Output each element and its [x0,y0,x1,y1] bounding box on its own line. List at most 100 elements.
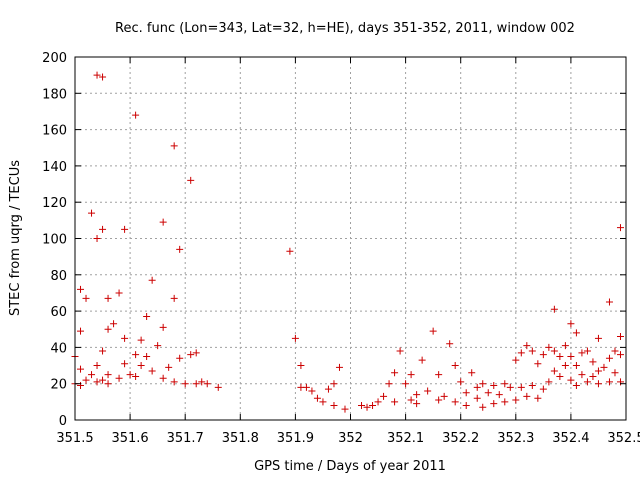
data-point [457,378,465,386]
data-point [176,354,184,362]
x-tick-label: 352.3 [497,431,534,446]
data-point [484,389,492,397]
data-point [99,376,107,384]
data-point [490,382,498,390]
data-point [330,401,338,409]
x-tick-label: 351.8 [222,431,259,446]
data-point [446,340,454,348]
y-tick-label: 0 [59,414,67,429]
data-point [192,349,200,357]
data-point [302,383,310,391]
data-point [407,396,415,404]
data-point [495,391,503,399]
data-point [187,176,195,184]
data-point [93,362,101,370]
data-point [121,225,129,233]
data-point [358,401,366,409]
x-tick-label: 352.5 [607,431,640,446]
data-point [556,372,564,380]
data-point [121,334,129,342]
data-point [77,285,85,293]
data-point [534,394,542,402]
data-point [567,352,575,360]
y-tick-label: 140 [42,160,67,175]
data-point [154,342,162,350]
data-point [605,354,613,362]
data-point [523,342,531,350]
data-point [159,323,167,331]
x-tick-label: 351.6 [111,431,148,446]
data-point [479,380,487,388]
data-point [88,371,96,379]
data-point [473,394,481,402]
data-point [501,398,509,406]
data-point [319,398,327,406]
data-point [545,343,553,351]
data-point [214,383,222,391]
data-point [291,334,299,342]
data-point [99,347,107,355]
data-point [137,336,145,344]
data-point [539,351,547,359]
data-point [335,363,343,371]
data-point [572,362,580,370]
data-point [440,392,448,400]
data-point [391,369,399,377]
data-point [616,224,624,232]
data-point [104,371,112,379]
data-point [545,378,553,386]
data-point [148,367,156,375]
data-point [451,362,459,370]
data-point [594,334,602,342]
y-axis-ticks: 0 20 40 60 80 100 120 140 160 180 200 [42,51,626,429]
data-point [115,289,123,297]
data-point [110,320,118,328]
data-point [407,371,415,379]
data-point [308,387,316,395]
data-point [380,392,388,400]
x-tick-label: 352.1 [387,431,424,446]
data-point [534,360,542,368]
data-point [391,398,399,406]
data-point [616,351,624,359]
data-point [363,403,371,411]
data-point [413,391,421,399]
x-tick-label: 351.5 [56,431,93,446]
y-tick-label: 20 [50,378,67,393]
data-point [374,398,382,406]
x-tick-label: 352.2 [442,431,479,446]
data-point [512,396,520,404]
y-tick-label: 60 [50,305,67,320]
data-point [198,378,206,386]
x-tick-label: 351.7 [167,431,204,446]
data-point [556,352,564,360]
y-tick-label: 180 [42,87,67,102]
data-point [473,383,481,391]
x-tick-label: 352 [338,431,363,446]
data-point [313,394,321,402]
data-point [170,294,178,302]
data-point [578,371,586,379]
data-point [396,347,404,355]
data-point [330,380,338,388]
data-point [137,362,145,370]
data-point [148,276,156,284]
data-point [451,398,459,406]
data-point [402,380,410,388]
data-point [523,392,531,400]
data-point [132,351,140,359]
data-point [176,245,184,253]
data-point [594,380,602,388]
data-point [159,374,167,382]
data-point [88,209,96,217]
data-point [528,382,536,390]
data-point [93,71,101,79]
data-point [600,363,608,371]
grid-lines [75,57,626,420]
data-point [104,325,112,333]
data-point [435,396,443,404]
data-point [479,403,487,411]
data-point [369,401,377,409]
data-point [170,142,178,150]
